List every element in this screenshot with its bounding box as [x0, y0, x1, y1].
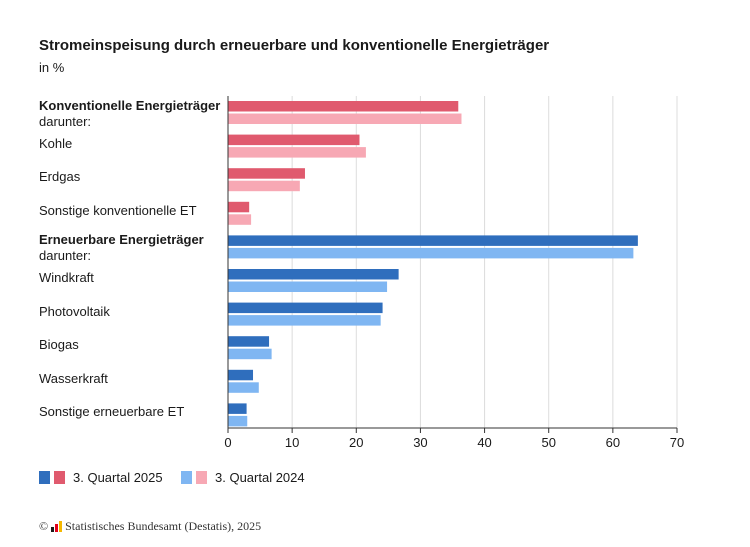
legend-swatch-ren-2025 [39, 470, 50, 484]
bar-2025 [228, 403, 247, 414]
source-footer: © Statistisches Bundesamt (Destatis), 20… [39, 519, 261, 534]
category-label: Windkraft [39, 270, 94, 285]
chart-title: Stromeinspeisung durch erneuerbare und k… [39, 37, 550, 54]
bar-2024 [228, 315, 381, 326]
category-label: Photovoltaik [39, 303, 110, 319]
category-sublabel: darunter: [39, 248, 92, 264]
x-tick-label: 10 [285, 435, 299, 450]
legend-label-2025: 3. Quartal 2025 [73, 469, 163, 485]
bar-2024 [228, 382, 259, 393]
x-tick-label: 50 [541, 435, 555, 450]
bar-2024 [228, 415, 248, 427]
source-text: Statistisches Bundesamt (Destatis), 2025 [65, 519, 262, 533]
bar-2025 [228, 101, 459, 112]
legend-item-2025[interactable]: 3. Quartal 2025 [39, 469, 163, 485]
legend-swatch-conv-2025 [54, 470, 65, 484]
legend-swatch-conv-2024 [196, 470, 207, 484]
bar-2025 [228, 134, 360, 146]
category-label: Sonstige konventionelle ET [39, 202, 197, 218]
bar-2024 [228, 247, 634, 259]
copyright-symbol: © [39, 519, 49, 533]
x-tick-label: 70 [670, 435, 684, 450]
bar-2025 [228, 302, 383, 314]
destatis-logo-icon [51, 521, 63, 532]
bar-2024 [228, 214, 252, 225]
bar-2025 [228, 369, 254, 381]
x-tick-label: 60 [606, 435, 620, 450]
x-tick-label: 40 [477, 435, 491, 450]
bar-2025 [228, 235, 638, 246]
bar-2025 [228, 269, 399, 280]
legend-item-2024[interactable]: 3. Quartal 2024 [181, 469, 305, 485]
category-label: Erdgas [39, 169, 81, 185]
legend-label-2024: 3. Quartal 2024 [215, 469, 305, 485]
x-tick-label: 30 [413, 435, 427, 450]
category-label: Kohle [39, 135, 73, 151]
bar-2024 [228, 147, 366, 158]
bar-2025 [228, 201, 250, 213]
bar-2025 [228, 336, 270, 347]
category-label: Sonstige erneuerbare ET [39, 404, 185, 420]
legend-swatch-ren-2024 [181, 470, 192, 484]
category-label: Konventionelle Energieträger [39, 98, 221, 113]
bar-2024 [228, 348, 272, 360]
bar-2024 [228, 113, 462, 124]
category-label: Biogas [39, 337, 79, 353]
bar-2024 [228, 180, 300, 192]
bar-2025 [228, 168, 305, 179]
category-sublabel: darunter: [39, 114, 92, 129]
chart-subtitle: in % [39, 60, 65, 75]
category-label: Erneuerbare Energieträger [39, 232, 204, 248]
x-tick-label: 20 [349, 435, 363, 450]
category-label: Wasserkraft [39, 370, 108, 386]
x-tick-label: 0 [224, 435, 231, 450]
bar-2024 [228, 281, 388, 292]
